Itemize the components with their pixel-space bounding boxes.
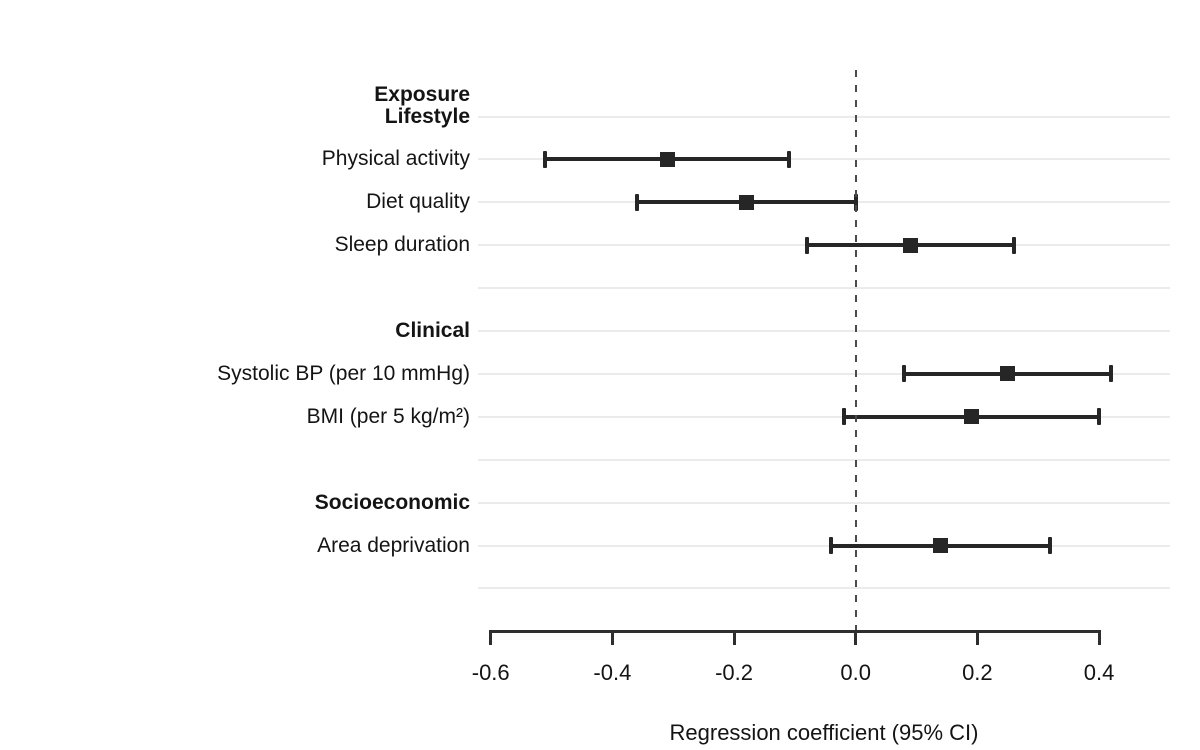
ci-cap-right: [1011, 236, 1016, 254]
row-gridline: [478, 287, 1170, 290]
ci-cap-right: [1097, 408, 1102, 426]
ci-cap-left: [829, 537, 834, 554]
x-tick: [1097, 633, 1101, 645]
point-estimate-marker: [738, 194, 754, 210]
x-tick: [610, 633, 614, 645]
point-estimate-marker: [933, 538, 949, 553]
point-estimate-marker: [963, 409, 979, 425]
ci-cap-right: [1048, 537, 1053, 554]
ci-cap-right: [1109, 365, 1114, 383]
ci-cap-right: [786, 150, 791, 168]
row-gridline: [478, 415, 1170, 418]
point-estimate-marker: [659, 151, 675, 167]
x-tick-label: -0.2: [715, 660, 753, 685]
group-label: Clinical: [395, 319, 470, 342]
ci-cap-left: [805, 236, 810, 254]
row-label: Diet quality: [366, 190, 470, 214]
ci-cap-left: [902, 365, 907, 383]
x-axis-title: Regression coefficient (95% CI): [669, 720, 979, 745]
exposure-column-header: Exposure: [374, 83, 470, 106]
row-gridline: [478, 158, 1170, 161]
ci-cap-left: [543, 150, 548, 168]
ci-cap-left: [634, 193, 639, 211]
row-gridline: [478, 330, 1170, 332]
row-label: Physical activity: [321, 147, 470, 171]
group-label: Lifestyle: [384, 104, 470, 128]
zero-reference-line: [854, 70, 857, 631]
row-label: Sleep duration: [334, 233, 470, 257]
x-axis-line: [489, 630, 1101, 633]
x-tick: [854, 633, 858, 645]
x-tick-label: -0.4: [593, 660, 632, 685]
x-tick: [489, 633, 493, 645]
x-tick-label: 0.4: [1083, 660, 1115, 685]
point-estimate-marker: [902, 237, 918, 253]
row-label: Systolic BP (per 10 mmHg): [217, 361, 470, 385]
row-gridline: [478, 458, 1170, 461]
group-label: Socioeconomic: [314, 490, 470, 514]
row-gridline: [478, 544, 1170, 547]
row-label: BMI (per 5 kg/m²): [306, 404, 470, 428]
x-tick: [975, 633, 979, 645]
row-gridline: [478, 115, 1170, 118]
row-gridline: [478, 372, 1170, 375]
point-estimate-marker: [1000, 366, 1016, 382]
x-tick-label: 0.2: [962, 660, 993, 685]
row-gridline: [478, 587, 1170, 590]
row-label: Area deprivation: [317, 533, 470, 557]
x-tick-label: 0.0: [840, 660, 871, 685]
row-gridline: [478, 501, 1170, 504]
ci-cap-left: [841, 408, 846, 426]
x-tick: [732, 633, 736, 645]
x-tick-label: -0.6: [471, 660, 510, 685]
